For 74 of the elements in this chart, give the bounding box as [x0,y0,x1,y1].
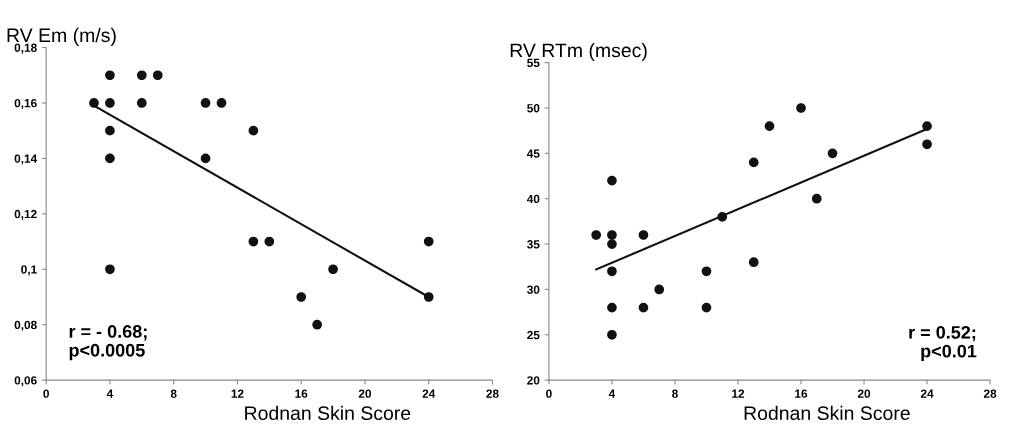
point [607,239,617,249]
point [423,292,434,302]
annotation: r = - 0.68; p<0.0005 [69,325,147,361]
y-tick-label: 30 [527,285,540,294]
y-tick-label: 0,12 [14,209,37,220]
x-tick-label: 12 [231,389,244,398]
point [922,121,932,132]
point [607,175,617,186]
point [105,264,115,275]
x-axis-title: Rodnan Skin Score [245,405,411,421]
x-tick-label: 0 [546,389,552,398]
x-tick-label: 28 [486,389,499,398]
point [328,264,338,275]
point [607,302,617,313]
x-tick-label: 8 [672,389,678,398]
y-tick-label: 0,16 [14,98,37,110]
point [607,266,617,277]
point [105,70,115,81]
y-tick-label: 0,1 [21,265,37,276]
point [248,125,259,136]
point [638,302,649,313]
y-tick-label: 40 [526,194,540,204]
x-tick-label: 20 [857,389,871,398]
point [717,212,728,222]
x-tick-label: 16 [795,389,808,398]
x-tick-label: 16 [295,389,308,398]
point [607,230,617,240]
point [922,139,932,150]
point [200,98,211,108]
point [591,230,602,240]
y-tick-label: 45 [526,149,540,158]
point [796,103,806,113]
y-tick-label: 20 [527,376,540,385]
y-tick-label: 50 [527,104,540,113]
x-tick-label: 4 [106,389,114,398]
point [811,193,822,204]
y-tick-label: 0,06 [14,376,37,387]
point [748,157,759,168]
x-tick-label: 28 [983,389,997,398]
y-tick-label: 0,08 [14,320,37,331]
point [296,292,307,302]
point [654,284,665,295]
point [312,319,323,330]
point [748,257,759,268]
x-tick-label: 24 [920,389,934,398]
point [701,266,712,277]
y-tick-label: 35 [527,240,540,249]
point [200,153,211,164]
point [701,302,712,313]
x-tick-label: 12 [732,389,745,398]
point [248,236,259,247]
point [423,236,434,247]
y-tick-label: 25 [527,330,540,340]
x-tick-label: 4 [608,389,616,398]
point [216,98,227,108]
point [638,230,649,240]
point [264,236,275,247]
x-tick-label: 20 [358,389,372,398]
y-tick-label: 0,14 [14,154,38,165]
x-tick-label: 24 [422,389,436,398]
point [105,153,115,164]
x-tick-label: 0 [43,389,49,398]
point [607,329,617,340]
point [152,70,163,81]
x-tick-label: 8 [170,389,177,398]
point [136,70,147,81]
point [136,98,147,108]
point [764,121,775,132]
point [827,148,838,159]
point [105,125,115,136]
x-axis-title: Rodnan Skin Score [744,405,910,421]
point [105,98,115,108]
point [89,98,99,108]
annotation: r = 0.52; p<0.01 [909,325,977,362]
